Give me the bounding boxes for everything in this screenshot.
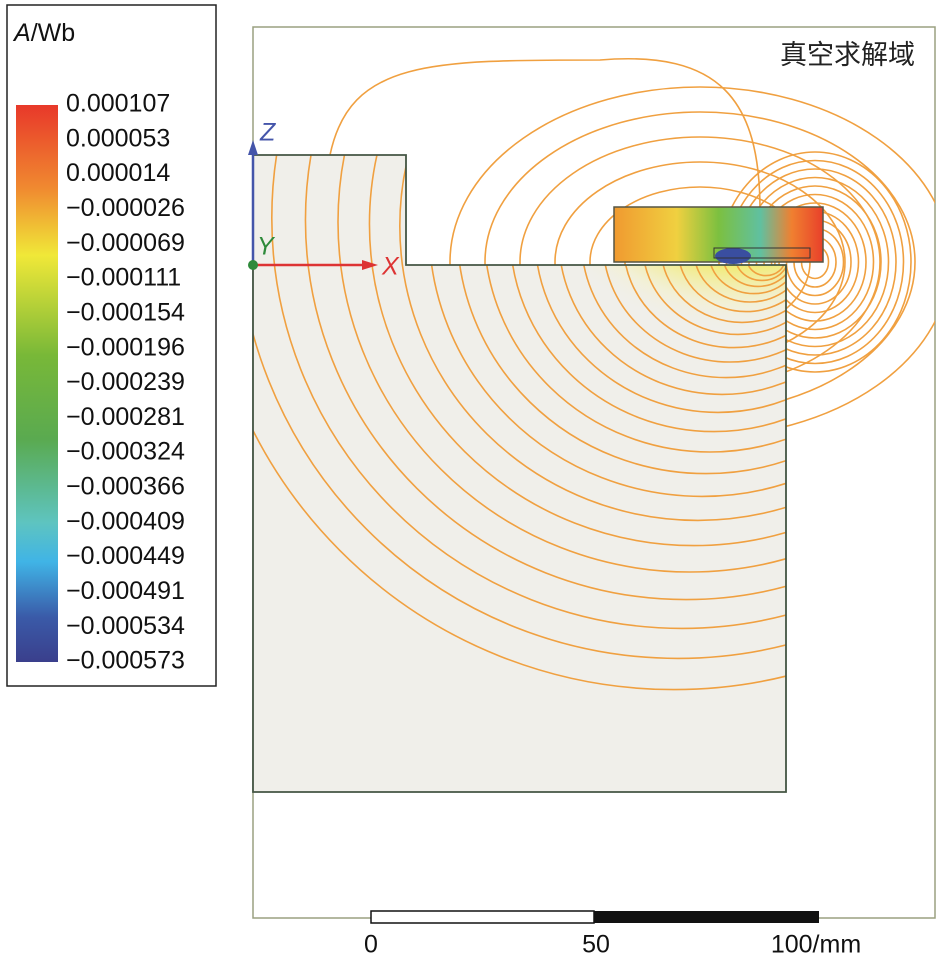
legend-label: −0.000324: [66, 438, 185, 466]
origin: [248, 260, 258, 270]
legend-label: −0.000026: [66, 194, 185, 222]
coil-conductor: [713, 247, 811, 259]
legend-label: −0.000573: [66, 647, 185, 675]
scale-label: 0: [364, 931, 378, 959]
legend-label: −0.000154: [66, 298, 185, 326]
legend-symbol: A: [12, 19, 31, 47]
x-arrow: [362, 260, 378, 270]
contour: [304, 155, 786, 601]
x-label: X: [381, 253, 400, 281]
legend-label: −0.000449: [66, 542, 185, 570]
contour: [337, 155, 786, 573]
contour: [253, 155, 786, 691]
region-label: 真空求解域: [780, 40, 915, 70]
contour: [270, 155, 786, 630]
legend-label: −0.000366: [66, 473, 185, 501]
scale-black: [594, 911, 819, 923]
legend-labels: 0.000107 0.000053 0.000014 −0.000026 −0.0000…: [66, 90, 185, 675]
legend-unit: /Wb: [31, 19, 75, 47]
legend: A/Wb 0.000107 0.000053 0.000014 −0.000026 −0…: [6, 4, 217, 687]
legend-label: −0.000069: [66, 229, 185, 257]
contour: [329, 58, 761, 211]
legend-label: −0.000111: [66, 264, 181, 292]
legend-label: −0.000196: [66, 333, 185, 361]
contour: [368, 155, 786, 547]
color-bar: [16, 105, 58, 662]
legend-label: −0.000281: [66, 403, 185, 431]
y-label: Y: [257, 233, 276, 261]
workpiece-outline: [252, 154, 787, 793]
legend-label: −0.000409: [66, 507, 185, 535]
contour: [253, 155, 786, 660]
contour: [398, 155, 786, 522]
legend-label: −0.000491: [66, 577, 185, 605]
core-zone: [715, 248, 751, 264]
legend-label: 0.000014: [66, 159, 170, 187]
legend-label: 0.000053: [66, 124, 170, 152]
legend-label: −0.000239: [66, 368, 185, 396]
legend-label: −0.000534: [66, 612, 185, 640]
legend-title: A/Wb: [12, 19, 75, 47]
z-label: Z: [259, 119, 276, 147]
z-arrow: [248, 140, 258, 155]
legend-label: 0.000107: [66, 90, 170, 118]
scale-label: 50: [582, 931, 610, 959]
scale-white: [370, 910, 595, 924]
scale-label: 100/mm: [771, 931, 861, 959]
